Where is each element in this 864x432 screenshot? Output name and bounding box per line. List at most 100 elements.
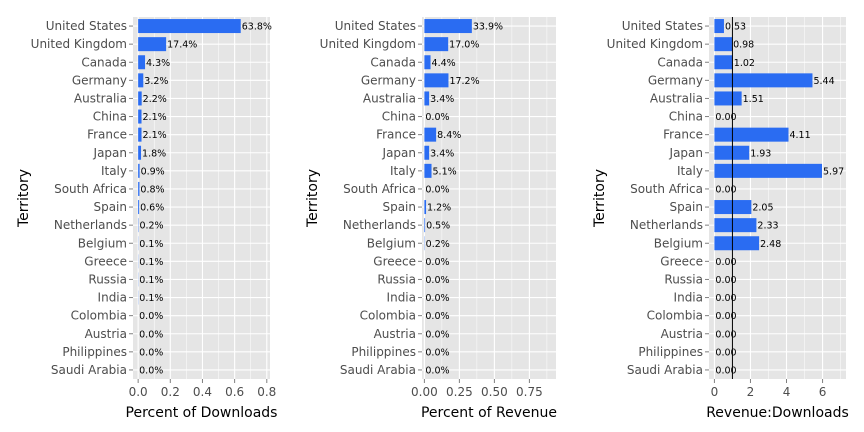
panel-3-x-tick-label: 0 [711,385,719,399]
panel-2-category-label: Greece [373,254,416,268]
panel-1-category-label: United States [46,19,127,33]
panel-3-data-label: 0.00 [715,257,736,268]
panel-3-bar [714,163,823,178]
panel-2-category-label: Spain [382,200,416,214]
panel-3-data-label: 0.00 [715,293,736,304]
panel-2-category-label: Italy [390,164,416,178]
panel-1-data-label: 0.1% [139,275,163,286]
panel-1-bar [138,145,142,160]
panel-1-category-label: Germany [72,73,127,87]
panel-1-y-axis-title: Territory [16,169,32,228]
panel-3-category-label: Austria [661,327,703,341]
panel-2-category-label: United States [335,19,416,33]
panel-3-data-label: 0.00 [715,184,736,195]
panel-2-x-axis-title: Percent of Revenue [421,405,557,421]
panel-1-category-label: United Kingdom [31,37,127,51]
panel-1-data-label: 0.1% [139,293,163,304]
panel-2-bar [424,200,427,215]
panel-3-category-label: Italy [677,164,703,178]
panel-2-data-label: 0.0% [425,275,449,286]
panel-3-bar [714,73,813,88]
panel-3-y-axis-title: Territory [592,169,608,228]
panel-1-data-label: 2.1% [143,130,167,141]
panel-2-x-tick-label: 0.75 [516,385,543,399]
panel-2-category-label: Russia [377,272,416,286]
panel-2-data-label: 5.1% [433,166,457,177]
panel-2-category-label: Netherlands [343,218,416,232]
panel-2-category-label: Philippines [351,345,416,359]
panel-2-data-label: 0.0% [425,293,449,304]
panel-2-bar [424,163,432,178]
panel-3-data-label: 1.51 [743,94,764,105]
panel-3-data-label: 5.44 [813,76,834,87]
panel-2-category-label: Japan [382,146,416,160]
panel-3-bar [714,91,742,106]
panel-2-category-label: Austria [374,327,416,341]
panel-1-data-label: 0.1% [139,257,163,268]
panel-1-data-label: 0.8% [140,184,164,195]
panel-1-category-label: India [98,291,127,305]
panel-3-data-label: 0.00 [715,112,736,123]
panel-1-data-label: 1.8% [142,148,166,159]
panel-1-bar [138,19,241,34]
panel-1-x-tick-label: 0.6 [225,385,244,399]
panel-3-background [709,17,846,379]
panel-1-x-tick-label: 0.0 [129,385,148,399]
panel-3-data-label: 0.98 [733,40,754,51]
panel-3-category-label: Philippines [638,345,703,359]
panel-2-x-tick-label: 0.50 [481,385,508,399]
panel-1-bar [138,91,142,106]
panel-2-data-label: 0.0% [425,311,449,322]
panel-3-category-label: Netherlands [630,218,703,232]
panel-2-data-label: 17.2% [449,76,479,87]
panel-3-category-label: United States [622,19,703,33]
panel-2-data-label: 33.9% [473,22,503,33]
panel-3-category-label: France [663,128,703,142]
panel-1-data-label: 0.6% [140,203,164,214]
panel-1-category-label: Australia [74,91,127,105]
panel-2-data-label: 1.2% [427,203,451,214]
panel-1-category-label: Canada [81,55,127,69]
panel-1-category-label: Italy [101,164,127,178]
panel-1-category-label: Philippines [62,345,127,359]
panel-1-category-label: Austria [85,327,127,341]
panel-2-category-label: Colombia [360,309,416,323]
panel-1-data-label: 0.9% [141,166,165,177]
panel-1-category-label: South Africa [54,182,127,196]
panel-3-category-label: Spain [669,200,703,214]
panel-1-data-label: 2.2% [143,94,167,105]
panel-1-x-tick-label: 0.2 [161,385,180,399]
panel-2-data-label: 0.0% [425,347,449,358]
panel-3-bar [714,236,760,251]
panel-2-data-label: 4.4% [432,58,456,69]
panel-3-data-label: 0.00 [715,311,736,322]
panel-3-bar [714,55,733,70]
panel-3-data-label: 0.53 [725,22,746,33]
panel-1-category-label: China [93,110,127,124]
panel-3-x-axis-title: Revenue:Downloads [706,405,849,421]
panel-3-data-label: 2.05 [752,203,773,214]
panel-1-bar [138,55,146,70]
panel-1-data-label: 0.0% [139,329,163,340]
panel-3-category-label: Japan [669,146,703,160]
panel-2-category-label: China [382,110,416,124]
panel-3-category-label: India [674,291,703,305]
panel-3-data-label: 5.97 [823,166,844,177]
panel-2-data-label: 3.4% [430,148,454,159]
panel-1-data-label: 4.3% [146,58,170,69]
panel-2-y-axis-title: Territory [305,169,321,228]
panel-2-category-label: Germany [361,73,416,87]
panel-3-bar [714,145,750,160]
panel-2-data-label: 8.4% [437,130,461,141]
panel-3-category-label: Australia [650,91,703,105]
panel-3-data-label: 0.00 [715,329,736,340]
panel-2-bar [424,37,449,52]
panel-2-bar [424,145,430,160]
panel-3-category-label: United Kingdom [607,37,703,51]
panel-1-category-label: Greece [84,254,127,268]
panel-3-data-label: 2.48 [760,239,781,250]
panel-2-category-label: France [376,128,416,142]
panel-2-data-label: 0.5% [426,221,450,232]
panel-2-bar [424,19,472,34]
